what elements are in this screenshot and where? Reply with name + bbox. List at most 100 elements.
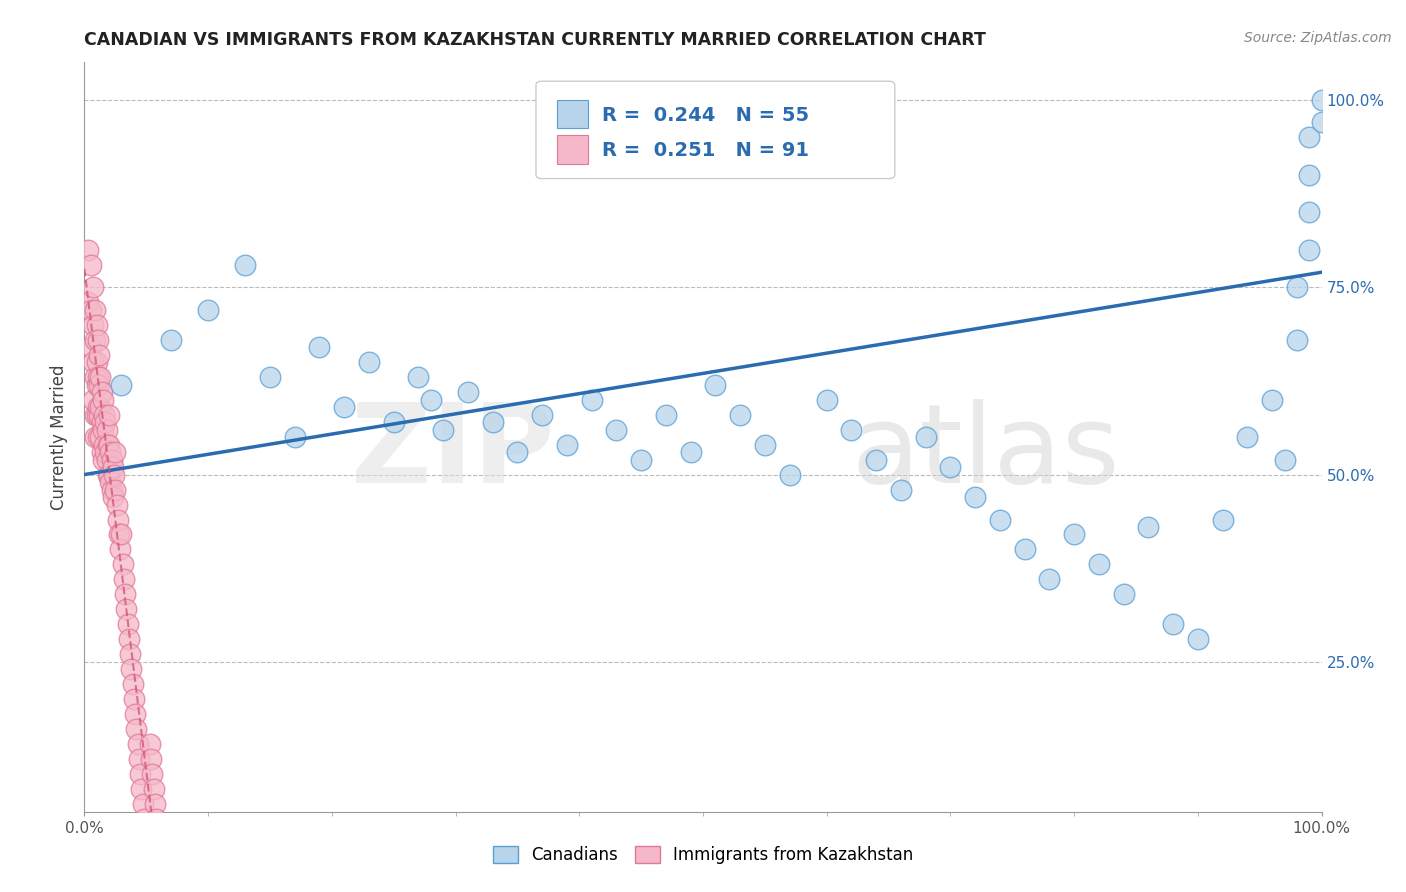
Point <box>87 333 110 347</box>
Point <box>1161 617 1184 632</box>
Point <box>1187 632 1209 647</box>
Text: atlas: atlas <box>852 399 1121 506</box>
Point <box>93 437 115 451</box>
Point <box>98 445 121 459</box>
Point <box>1261 392 1284 407</box>
Point <box>506 445 529 459</box>
Point <box>110 542 132 557</box>
Point <box>1088 558 1111 572</box>
Point <box>197 302 219 317</box>
Point <box>112 573 135 587</box>
Point <box>79 340 101 354</box>
Point <box>91 423 114 437</box>
Point <box>104 483 127 497</box>
Point <box>136 827 159 841</box>
Point <box>1298 205 1320 219</box>
Point <box>965 490 987 504</box>
Point <box>408 370 430 384</box>
Point <box>129 782 152 797</box>
Point <box>124 707 146 722</box>
Point <box>728 408 751 422</box>
Point <box>87 430 110 444</box>
Point <box>1038 573 1060 587</box>
Point <box>135 823 157 838</box>
Point <box>122 692 145 706</box>
Point <box>357 355 380 369</box>
Point <box>138 830 160 845</box>
Point <box>104 445 127 459</box>
Point <box>333 400 356 414</box>
Point <box>125 723 148 737</box>
Point <box>103 467 125 482</box>
Point <box>754 437 776 451</box>
Point <box>914 430 936 444</box>
FancyBboxPatch shape <box>536 81 894 178</box>
Point <box>100 452 122 467</box>
Point <box>630 452 652 467</box>
Text: R =  0.244   N = 55: R = 0.244 N = 55 <box>602 106 808 125</box>
Point <box>79 258 101 272</box>
Point <box>90 445 112 459</box>
Point <box>84 370 107 384</box>
Point <box>148 827 170 841</box>
Point <box>704 377 727 392</box>
Point <box>655 408 678 422</box>
Point <box>160 333 183 347</box>
Point <box>101 490 124 504</box>
Point <box>98 475 121 489</box>
Point <box>149 830 172 845</box>
Point <box>87 370 110 384</box>
Point <box>96 423 118 437</box>
Point <box>890 483 912 497</box>
Point <box>1112 587 1135 601</box>
Point <box>139 737 162 751</box>
Point <box>1285 333 1308 347</box>
Point <box>110 527 132 541</box>
Point <box>142 782 165 797</box>
Point <box>90 415 112 429</box>
Point <box>105 498 128 512</box>
Point <box>91 452 114 467</box>
Point <box>939 460 962 475</box>
Point <box>1274 452 1296 467</box>
Point <box>129 767 152 781</box>
Point <box>84 302 107 317</box>
Point <box>111 558 134 572</box>
Point <box>86 377 108 392</box>
Point <box>79 302 101 317</box>
Point <box>1014 542 1036 557</box>
Point <box>100 483 122 497</box>
Point <box>150 835 173 849</box>
Point <box>110 377 132 392</box>
Point <box>98 437 121 451</box>
Point <box>1236 430 1258 444</box>
Point <box>605 423 627 437</box>
Point <box>82 318 104 332</box>
Point <box>128 752 150 766</box>
Point <box>679 445 702 459</box>
Point <box>841 423 863 437</box>
Point <box>89 408 111 422</box>
Point <box>89 377 111 392</box>
Point <box>115 602 138 616</box>
Point <box>1285 280 1308 294</box>
Point <box>1310 115 1333 129</box>
Point <box>120 648 142 662</box>
Point <box>118 632 141 647</box>
Point <box>82 355 104 369</box>
Point <box>1137 520 1160 534</box>
Point <box>382 415 405 429</box>
Point <box>98 408 121 422</box>
Point <box>82 392 104 407</box>
Text: ZIP: ZIP <box>352 399 554 506</box>
Point <box>1310 93 1333 107</box>
Point <box>1212 512 1234 526</box>
Point <box>98 467 121 482</box>
Point <box>865 452 887 467</box>
Point <box>101 460 124 475</box>
Point <box>96 452 118 467</box>
Point <box>108 527 131 541</box>
Point <box>141 767 163 781</box>
Point <box>94 445 117 459</box>
Point <box>89 348 111 362</box>
